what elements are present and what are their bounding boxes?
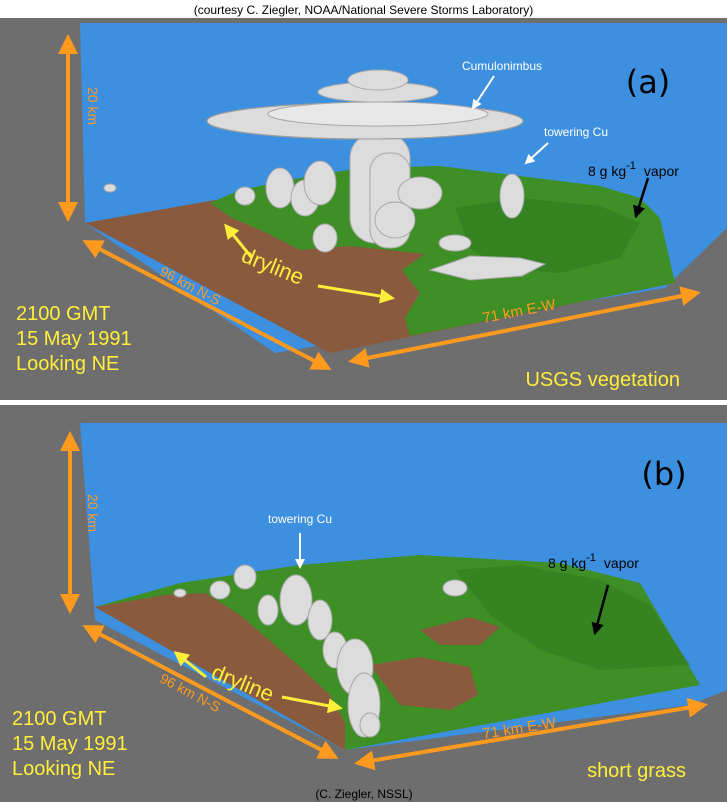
height-label: 20 km	[85, 87, 101, 125]
view-label: Looking NE	[12, 758, 115, 780]
panel-b-letter: (b)	[641, 455, 686, 493]
bottom-credit: (C. Ziegler, NSSL)	[315, 787, 412, 801]
vapor-arrow	[591, 584, 610, 636]
panel-b: (b) 20 km 96 km N-S 71 km E-W dryline 21…	[0, 405, 727, 802]
height-label: 20 km	[85, 494, 101, 532]
dryline-arrow-left	[224, 223, 254, 259]
ew-arrow	[354, 697, 708, 771]
surface-label: short grass	[587, 760, 686, 782]
date-label: 15 May 1991	[12, 733, 128, 755]
cumulonimbus-cloud	[103, 69, 547, 281]
panel-a-letter: (a)	[626, 63, 671, 101]
dryline-arrow-left	[173, 651, 207, 679]
panel-b-scene: (b) 20 km 96 km N-S 71 km E-W dryline 21…	[12, 423, 727, 801]
panel-a: (a) 20 km 96 km N-S 71 km E-W dryline 21…	[0, 18, 727, 400]
vapor-arrow	[633, 177, 650, 219]
time-label: 2100 GMT	[16, 303, 110, 325]
date-label: 15 May 1991	[16, 328, 132, 350]
dryline-arrow-right	[281, 695, 343, 714]
cumulonimbus-label: Cumulonimbus	[462, 59, 542, 73]
panel-a-scene: (a) 20 km 96 km N-S 71 km E-W dryline 21…	[16, 23, 727, 391]
towering-cu-label: towering Cu	[268, 512, 332, 526]
surface-label: USGS vegetation	[525, 369, 680, 391]
towering-cu-arrow	[524, 142, 549, 165]
view-label: Looking NE	[16, 353, 119, 375]
ew-arrow	[348, 286, 701, 368]
top-credit: (courtesy C. Ziegler, NOAA/National Seve…	[193, 3, 534, 17]
ns-arrow	[82, 625, 339, 759]
cumulonimbus-arrow	[471, 75, 495, 110]
vapor-label: 8 g kg-1 vapor	[548, 552, 639, 571]
towering-cu-label: towering Cu	[544, 125, 608, 139]
towering-cu-cloud	[499, 173, 525, 219]
time-label: 2100 GMT	[12, 708, 106, 730]
dryline-arrow-right	[317, 284, 395, 304]
vapor-label: 8 g kg-1 vapor	[588, 160, 679, 179]
ns-arrow	[82, 240, 332, 370]
